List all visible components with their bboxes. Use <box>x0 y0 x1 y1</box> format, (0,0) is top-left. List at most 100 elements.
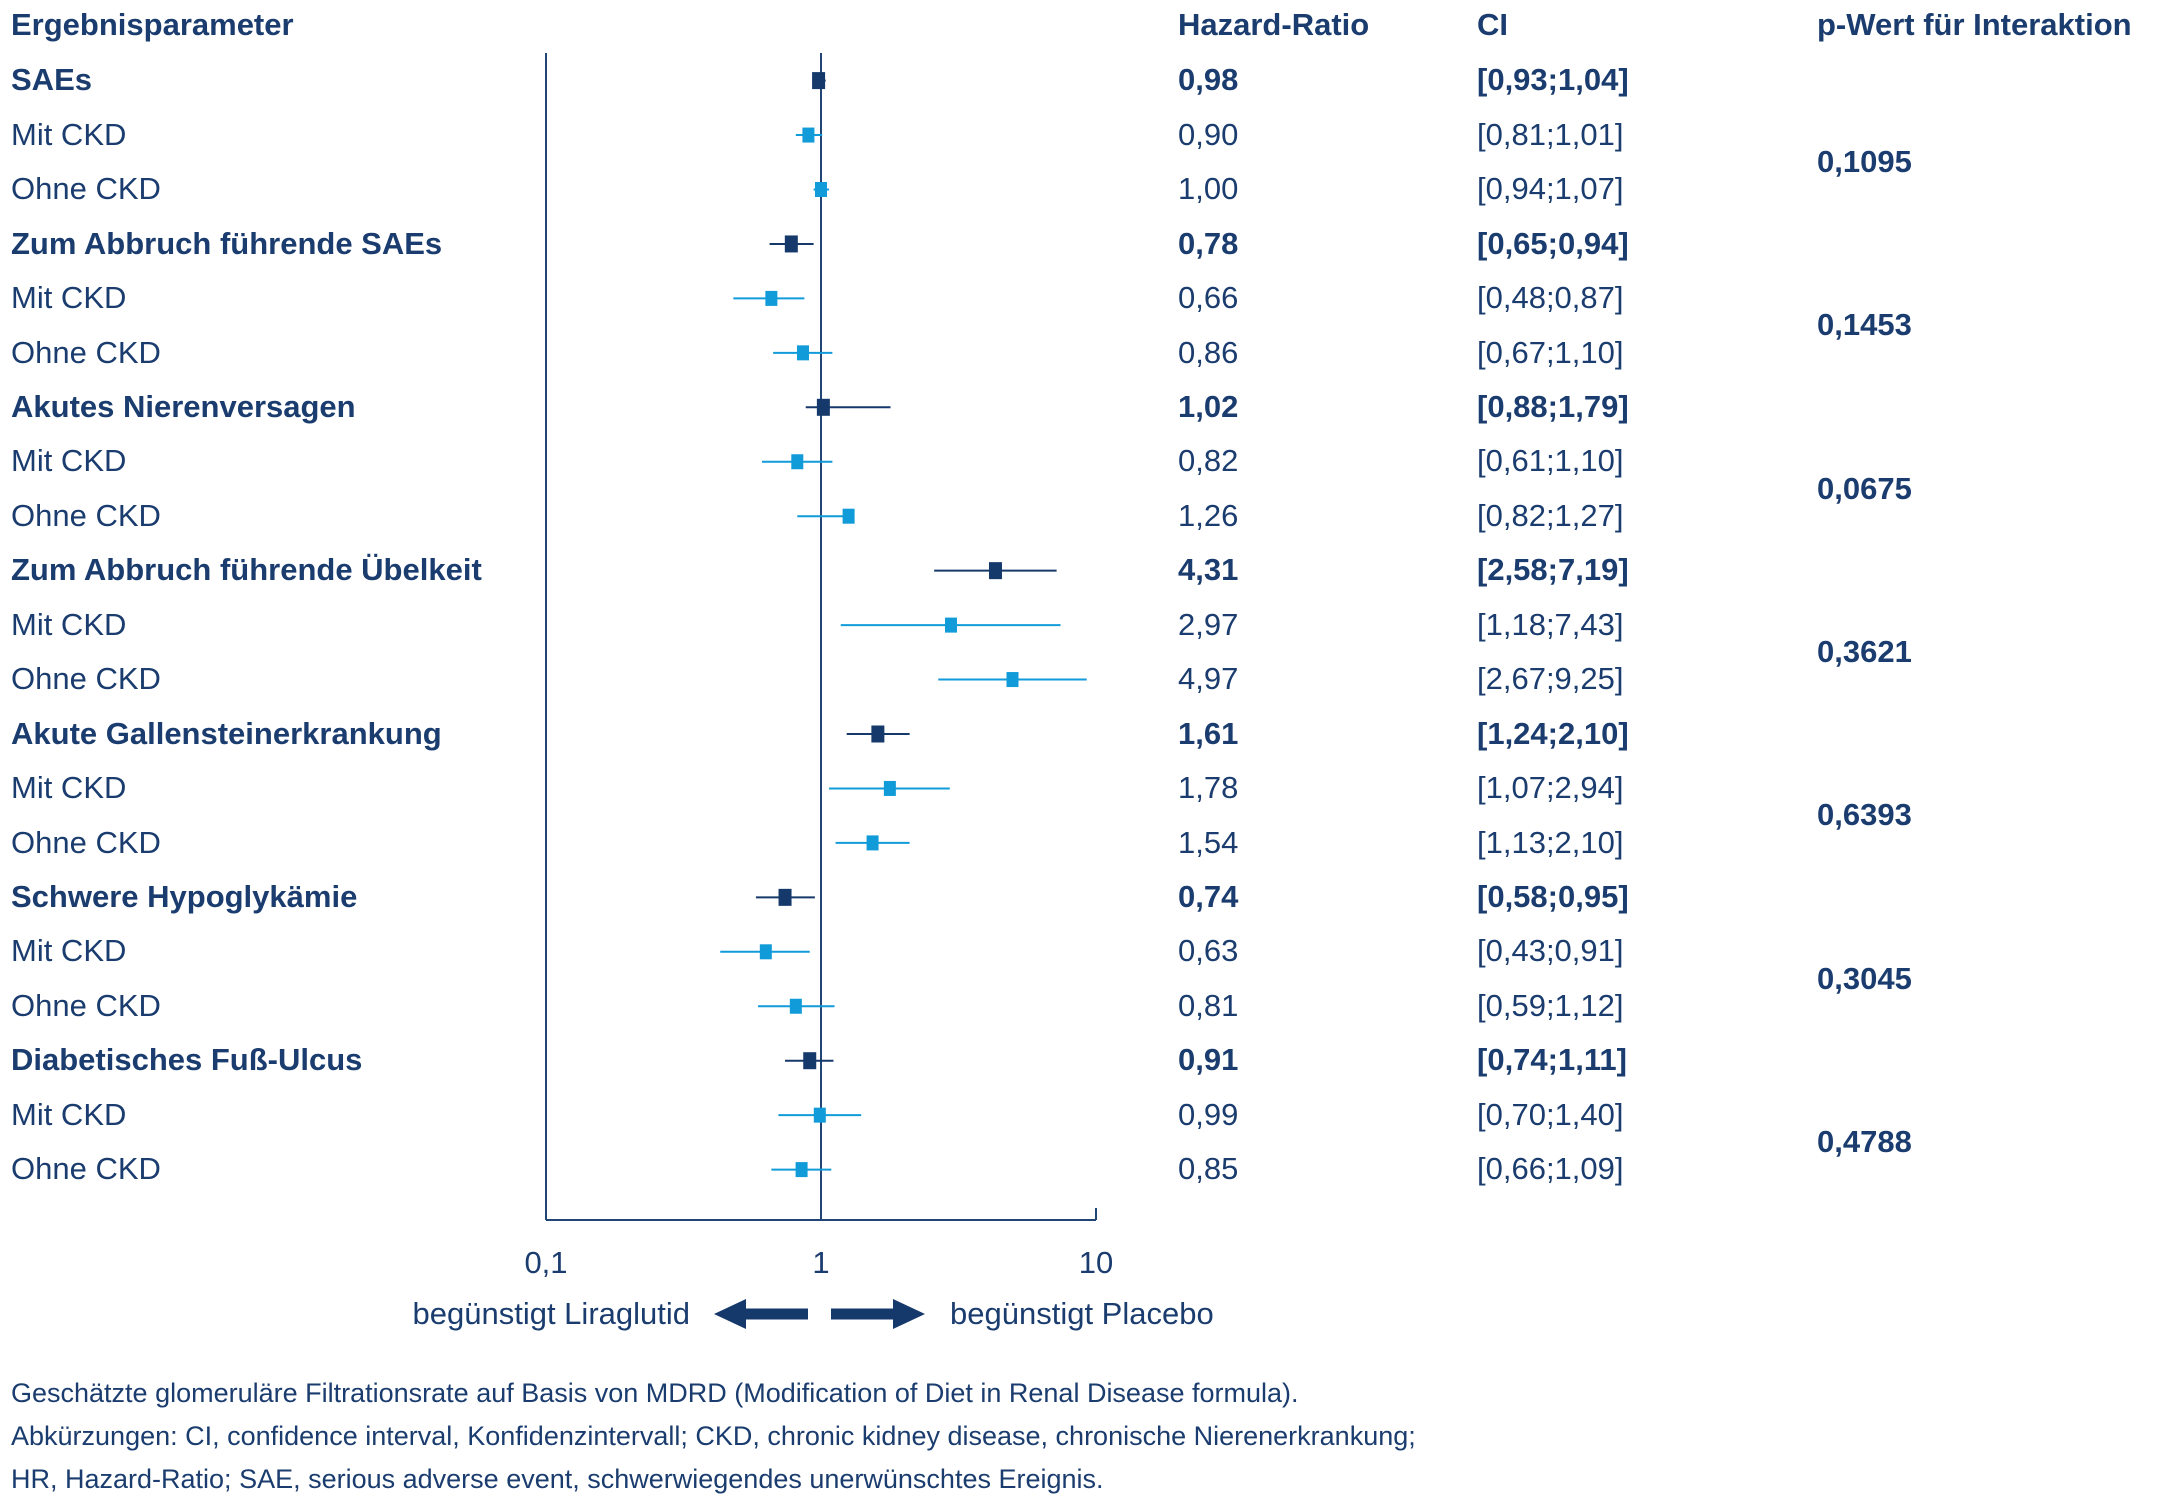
hr-marker <box>1006 672 1019 688</box>
table-row: Ohne CKD 4,97 [2,67;9,25] <box>0 652 2168 706</box>
hazard-ratio-value: 0,78 <box>1178 225 1239 261</box>
row-label: Mit CKD <box>11 1096 127 1132</box>
table-row: Ohne CKD 0,85 [0,66;1,09] <box>0 1142 2168 1196</box>
hazard-ratio-value: 0,82 <box>1178 443 1239 479</box>
p-interaction-value: 0,4788 <box>1817 1123 1912 1159</box>
hazard-ratio-value: 1,00 <box>1178 171 1239 207</box>
row-label: Akute Gallensteinerkrankung <box>11 715 442 751</box>
row-label: Ohne CKD <box>11 497 161 533</box>
ci-value: [0,65;0,94] <box>1477 225 1629 261</box>
hazard-ratio-value: 1,26 <box>1178 497 1239 533</box>
hr-marker <box>815 182 827 197</box>
ci-value: [2,67;9,25] <box>1477 661 1624 697</box>
hr-marker <box>866 835 879 851</box>
hr-marker <box>945 617 958 633</box>
ci-value: [0,58;0,95] <box>1477 878 1629 914</box>
hazard-ratio-value: 0,86 <box>1178 334 1239 370</box>
hazard-ratio-value: 0,81 <box>1178 987 1239 1023</box>
row-label: Diabetisches Fuß-Ulcus <box>11 1042 363 1078</box>
table-row: Ohne CKD 1,54 [1,13;2,10] <box>0 816 2168 870</box>
table-row: SAEs 0,98 [0,93;1,04] <box>0 53 2168 107</box>
ci-value: [0,88;1,79] <box>1477 389 1629 424</box>
row-label: Ohne CKD <box>11 987 161 1023</box>
hazard-ratio-value: 0,85 <box>1178 1151 1239 1187</box>
row-label: Mit CKD <box>11 116 127 152</box>
hr-marker <box>791 454 804 470</box>
column-header-p-interaction: p-Wert für Interaktion <box>1817 7 2132 42</box>
hazard-ratio-value: 0,99 <box>1178 1096 1239 1132</box>
footnote-line: Abkürzungen: CI, confidence interval, Ko… <box>11 1421 1416 1451</box>
ci-value: [1,18;7,43] <box>1477 606 1624 642</box>
table-row: Schwere Hypoglykämie 0,74 [0,58;0,95] <box>0 870 2168 924</box>
x-tick-label: 0,1 <box>524 1245 568 1280</box>
hr-marker <box>813 1107 826 1123</box>
column-header-ci: CI <box>1477 7 1508 42</box>
ci-value: [0,93;1,04] <box>1477 62 1629 98</box>
hr-marker <box>871 725 885 743</box>
hr-marker <box>759 944 772 960</box>
row-label: Mit CKD <box>11 606 127 642</box>
column-header-hazard-ratio: Hazard-Ratio <box>1178 7 1370 42</box>
p-interaction-value: 0,1095 <box>1817 144 1912 180</box>
hr-marker <box>765 290 778 306</box>
hr-marker <box>789 998 802 1014</box>
row-label: Ohne CKD <box>11 824 161 860</box>
row-label: Zum Abbruch führende Übelkeit <box>11 552 482 588</box>
table-row: Zum Abbruch führende SAEs 0,78 [0,65;0,9… <box>0 217 2168 271</box>
row-label: Ohne CKD <box>11 171 161 207</box>
hazard-ratio-value: 4,31 <box>1178 552 1239 588</box>
ci-value: [1,07;2,94] <box>1477 770 1624 806</box>
ci-value: [0,82;1,27] <box>1477 497 1624 533</box>
hazard-ratio-value: 0,98 <box>1178 62 1239 98</box>
hazard-ratio-value: 4,97 <box>1178 661 1239 697</box>
table-row: Akute Gallensteinerkrankung 1,61 [1,24;2… <box>0 707 2168 761</box>
table-row: Diabetisches Fuß-Ulcus 0,91 [0,74;1,11] <box>0 1033 2168 1087</box>
hr-marker <box>795 1162 808 1178</box>
forest-table: SAEs 0,98 [0,93;1,04] Mit CKD 0,90 [0,81… <box>0 53 2168 1196</box>
footnote-line: Geschätzte glomeruläre Filtrationsrate a… <box>11 1378 1299 1408</box>
ci-value: [0,70;1,40] <box>1477 1096 1624 1132</box>
hr-marker <box>778 888 792 906</box>
ci-value: [0,67;1,10] <box>1477 334 1624 370</box>
hr-marker <box>796 345 809 361</box>
hazard-ratio-value: 1,61 <box>1178 715 1239 751</box>
hr-marker <box>803 1052 817 1070</box>
row-label: Schwere Hypoglykämie <box>11 878 358 914</box>
row-label: Mit CKD <box>11 770 127 806</box>
p-interaction-value: 0,3045 <box>1817 960 1912 996</box>
hazard-ratio-value: 1,78 <box>1178 770 1239 806</box>
hazard-ratio-value: 0,63 <box>1178 933 1239 969</box>
table-row: Ohne CKD 1,00 [0,94;1,07] <box>0 162 2168 216</box>
hazard-ratio-value: 1,54 <box>1178 824 1239 860</box>
favors-placebo-label: begünstigt Placebo <box>950 1296 1214 1331</box>
table-row: Mit CKD 0,66 [0,48;0,87] 0,1453 <box>0 271 2168 342</box>
ci-value: [1,24;2,10] <box>1477 715 1629 751</box>
ci-value: [0,81;1,01] <box>1477 116 1624 152</box>
table-row: Mit CKD 2,97 [1,18;7,43] 0,3621 <box>0 598 2168 669</box>
table-row: Ohne CKD 1,26 [0,82;1,27] <box>0 489 2168 543</box>
column-header-parameter: Ergebnisparameter <box>11 7 294 42</box>
hr-marker <box>784 235 798 253</box>
hazard-ratio-value: 0,74 <box>1178 878 1239 914</box>
footnotes: Geschätzte glomeruläre Filtrationsrate a… <box>11 1372 2151 1501</box>
ci-value: [0,66;1,09] <box>1477 1151 1624 1187</box>
table-row: Akutes Nierenversagen 1,02 [0,88;1,79] <box>0 380 2168 434</box>
row-label: SAEs <box>11 62 92 98</box>
ci-value: [0,74;1,11] <box>1477 1042 1627 1078</box>
row-label: Zum Abbruch führende SAEs <box>11 225 443 261</box>
favors-liraglutid-label: begünstigt Liraglutid <box>412 1296 690 1331</box>
p-interaction-value: 0,3621 <box>1817 633 1912 669</box>
table-row: Ohne CKD 0,81 [0,59;1,12] <box>0 979 2168 1033</box>
hr-marker <box>988 562 1002 580</box>
table-row: Mit CKD 0,63 [0,43;0,91] 0,3045 <box>0 924 2168 995</box>
hazard-ratio-value: 0,66 <box>1178 280 1239 316</box>
ci-value: [0,43;0,91] <box>1477 933 1624 969</box>
x-tick-label: 10 <box>1078 1245 1114 1280</box>
table-row: Mit CKD 0,82 [0,61;1,10] 0,0675 <box>0 434 2168 505</box>
row-label: Ohne CKD <box>11 334 161 370</box>
hr-marker <box>842 508 855 524</box>
x-tick-label: 1 <box>812 1245 830 1280</box>
table-row: Mit CKD 1,78 [1,07;2,94] 0,6393 <box>0 761 2168 832</box>
hr-marker <box>883 780 896 796</box>
